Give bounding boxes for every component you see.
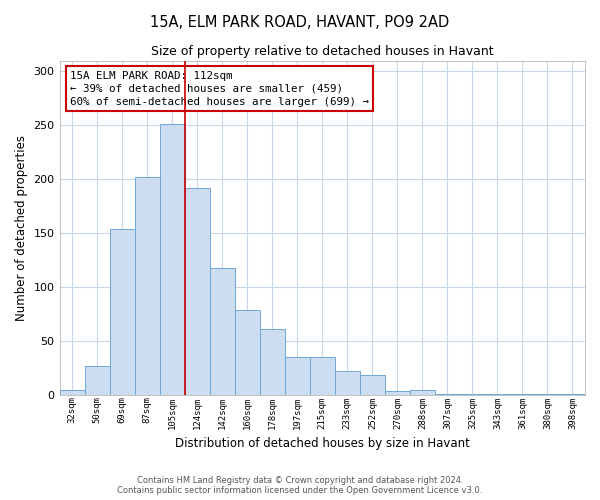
Bar (209, 268, 235, 395)
Bar (410, 390, 435, 395)
Bar (59, 390, 85, 395)
Bar (460, 394, 485, 395)
Bar (510, 394, 535, 395)
Bar (560, 394, 585, 395)
Bar (260, 329, 285, 395)
Bar (285, 358, 310, 395)
Bar (235, 310, 260, 395)
X-axis label: Distribution of detached houses by size in Havant: Distribution of detached houses by size … (175, 437, 470, 450)
Bar (335, 372, 360, 395)
Bar (435, 394, 460, 395)
Y-axis label: Number of detached properties: Number of detached properties (15, 135, 28, 321)
Text: Contains HM Land Registry data © Crown copyright and database right 2024.
Contai: Contains HM Land Registry data © Crown c… (118, 476, 482, 495)
Bar (160, 124, 185, 395)
Text: 15A ELM PARK ROAD: 112sqm
← 39% of detached houses are smaller (459)
60% of semi: 15A ELM PARK ROAD: 112sqm ← 39% of detac… (70, 70, 369, 107)
Bar (85, 366, 110, 395)
Bar (134, 177, 160, 395)
Bar (485, 394, 510, 395)
Bar (185, 188, 209, 395)
Bar (385, 390, 410, 395)
Bar (360, 374, 385, 395)
Bar (310, 358, 335, 395)
Bar (110, 229, 134, 395)
Text: 15A, ELM PARK ROAD, HAVANT, PO9 2AD: 15A, ELM PARK ROAD, HAVANT, PO9 2AD (151, 15, 449, 30)
Bar (535, 394, 560, 395)
Title: Size of property relative to detached houses in Havant: Size of property relative to detached ho… (151, 45, 494, 58)
